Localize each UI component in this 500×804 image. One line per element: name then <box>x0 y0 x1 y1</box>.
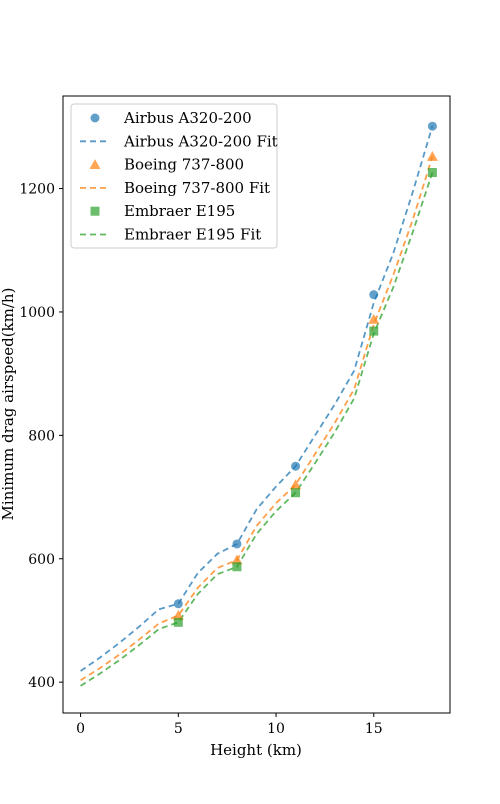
data-point-1-3 <box>368 313 380 324</box>
y-tick-label: 1000 <box>19 305 55 321</box>
legend-label-2: Embraer E195 <box>124 202 235 220</box>
data-point-1-2 <box>290 479 302 490</box>
legend-box <box>70 103 278 249</box>
x-axis-label: Height (km) <box>210 741 302 759</box>
legend-fit-label-2: Embraer E195 Fit <box>124 226 261 244</box>
data-point-0-0 <box>173 599 183 609</box>
data-point-0-1 <box>232 539 242 549</box>
y-tick-label: 1200 <box>19 182 55 198</box>
data-point-1-1 <box>231 554 243 565</box>
legend-label-0: Airbus A320-200 <box>123 109 252 127</box>
y-tick-label: 800 <box>28 428 55 444</box>
data-point-1-0 <box>172 610 184 620</box>
fit-line-0 <box>80 125 434 672</box>
x-tick-label: 15 <box>365 721 383 737</box>
data-point-0-3 <box>369 290 379 300</box>
legend: Airbus A320-200 Airbus A320-200 Fit Boeing… <box>70 103 278 249</box>
x-tick-label: 0 <box>76 721 85 737</box>
y-tick-label: 600 <box>28 552 55 568</box>
fit-line-2 <box>80 172 434 687</box>
x-tick-label: 5 <box>174 721 183 737</box>
data-point-2-1 <box>232 562 242 572</box>
legend-marker-0 <box>90 113 100 123</box>
y-tick-label: 400 <box>28 675 55 691</box>
data-point-2-2 <box>291 488 301 498</box>
legend-label-1: Boeing 737-800 <box>124 156 244 174</box>
fit-line-1 <box>80 156 434 682</box>
ticks-layer: 0 5 10 15 400 600 800 1000 1200 <box>19 182 382 737</box>
data-point-0-4 <box>427 121 437 131</box>
legend-marker-1 <box>89 159 101 169</box>
legend-fit-label-1: Boeing 737-800 Fit <box>124 179 270 197</box>
data-point-2-0 <box>173 617 183 627</box>
y-axis-label: Minimum drag airspeed(km/h) <box>0 288 17 521</box>
plot-layer <box>80 121 438 687</box>
x-tick-label: 10 <box>267 721 285 737</box>
legend-marker-2 <box>90 206 100 216</box>
data-point-2-4 <box>427 168 437 178</box>
data-point-0-2 <box>291 461 301 471</box>
data-point-2-3 <box>369 326 379 336</box>
data-point-1-4 <box>426 150 438 161</box>
legend-fit-label-0: Airbus A320-200 Fit <box>123 132 278 150</box>
plot-frame <box>62 95 451 714</box>
